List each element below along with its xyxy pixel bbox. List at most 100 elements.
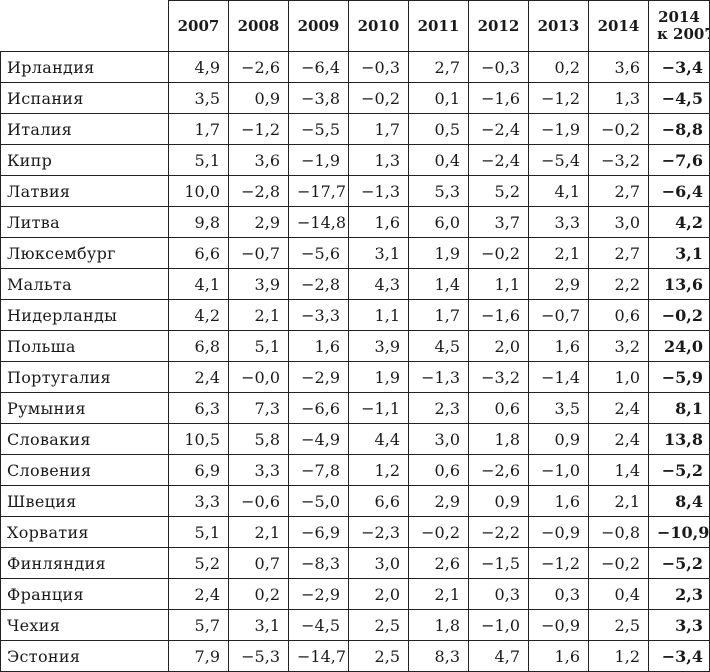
value-cell-2009: −3,3 [288, 299, 349, 331]
total-cell: 13,8 [648, 423, 710, 455]
table-row: Кипр 5,1 3,6 −1,9 1,3 0,4 −2,4 −5,4 −3,2 −7,6 [0, 144, 710, 176]
value-cell-2009: −5,5 [288, 113, 349, 145]
column-header-2014: 2014 [588, 0, 649, 52]
value-cell-2010: 1,9 [348, 361, 409, 393]
country-cell: Италия [0, 113, 169, 145]
value-cell-2012: 5,2 [468, 175, 529, 207]
value-cell-2011: 3,0 [408, 423, 469, 455]
column-header-total-line: к 2007 [657, 25, 710, 43]
value-cell-2011: 8,3 [408, 640, 469, 672]
value-cell-2009: −14,7 [288, 640, 349, 672]
value-cell-2007: 5,7 [168, 609, 229, 641]
country-cell: Румыния [0, 392, 169, 424]
value-cell-2007: 5,1 [168, 144, 229, 176]
value-cell-2011: 4,5 [408, 330, 469, 362]
value-cell-2009: −4,9 [288, 423, 349, 455]
table-row: Хорватия 5,1 2,1 −6,9 −2,3 −0,2 −2,2 −0,9 −0,8 −1… [0, 516, 710, 548]
value-cell-2014: 3,2 [588, 330, 649, 362]
table-row: Испания 3,5 0,9 −3,8 −0,2 0,1 −1,6 −1,2 1,3 −4,5 [0, 82, 710, 114]
value-cell-2014: 2,1 [588, 485, 649, 517]
value-cell-2009: −14,8 [288, 206, 349, 238]
value-cell-2008: 5,1 [228, 330, 289, 362]
value-cell-2007: 7,9 [168, 640, 229, 672]
table-row: Португалия 2,4 −0,0 −2,9 1,9 −1,3 −3,2 −1,4 1,0−… [0, 361, 710, 393]
value-cell-2014: 2,5 [588, 609, 649, 641]
value-cell-2009: −2,9 [288, 361, 349, 393]
value-cell-2008: 3,3 [228, 454, 289, 486]
value-cell-2007: 9,8 [168, 206, 229, 238]
value-cell-2007: 4,1 [168, 268, 229, 300]
value-cell-2007: 10,5 [168, 423, 229, 455]
country-cell: Чехия [0, 609, 169, 641]
table-row: Эстония 7,9 −5,3 −14,7 2,5 8,3 4,7 1,6 1,2 −3,4 [0, 640, 710, 672]
value-cell-2014: 2,7 [588, 237, 649, 269]
value-cell-2013: 3,3 [528, 206, 589, 238]
value-cell-2014: 2,4 [588, 392, 649, 424]
column-header-2009: 2009 [288, 0, 349, 52]
country-cell: Финляндия [0, 547, 169, 579]
value-cell-2012: 1,1 [468, 268, 529, 300]
value-cell-2011: −1,3 [408, 361, 469, 393]
value-cell-2011: 1,9 [408, 237, 469, 269]
value-cell-2010: −1,3 [348, 175, 409, 207]
total-cell: 24,0 [648, 330, 710, 362]
table-row: Швеция 3,3 −0,6 −5,0 6,6 2,9 0,9 1,6 2,1 8,4 [0, 485, 710, 517]
value-cell-2007: 3,3 [168, 485, 229, 517]
value-cell-2007: 6,3 [168, 392, 229, 424]
value-cell-2008: −5,3 [228, 640, 289, 672]
table-row: Латвия 10,0 −2,8 −17,7 −1,3 5,3 5,2 4,1 2,7 −6,4 [0, 175, 710, 207]
value-cell-2011: −0,2 [408, 516, 469, 548]
table-row: Финляндия 5,2 0,7 −8,3 3,0 2,6 −1,5 −1,2 −0,2 −5,… [0, 547, 710, 579]
column-header-2008: 2008 [228, 0, 289, 52]
value-cell-2007: 1,7 [168, 113, 229, 145]
value-cell-2014: 2,2 [588, 268, 649, 300]
country-cell: Мальта [0, 268, 169, 300]
value-cell-2013: 3,5 [528, 392, 589, 424]
country-cell: Литва [0, 206, 169, 238]
value-cell-2012: 1,8 [468, 423, 529, 455]
value-cell-2010: 3,0 [348, 547, 409, 579]
value-cell-2013: 1,6 [528, 640, 589, 672]
value-cell-2010: 3,1 [348, 237, 409, 269]
value-cell-2007: 6,9 [168, 454, 229, 486]
value-cell-2011: 0,5 [408, 113, 469, 145]
value-cell-2012: −1,0 [468, 609, 529, 641]
value-cell-2009: −3,8 [288, 82, 349, 114]
total-cell: 3,3 [648, 609, 710, 641]
total-cell: 4,2 [648, 206, 710, 238]
value-cell-2007: 6,8 [168, 330, 229, 362]
value-cell-2008: −0,7 [228, 237, 289, 269]
value-cell-2014: −0,2 [588, 547, 649, 579]
value-cell-2009: −4,5 [288, 609, 349, 641]
value-cell-2012: −2,6 [468, 454, 529, 486]
value-cell-2008: 2,9 [228, 206, 289, 238]
total-cell: −7,6 [648, 144, 710, 176]
value-cell-2010: −0,2 [348, 82, 409, 114]
value-cell-2012: 2,0 [468, 330, 529, 362]
value-cell-2007: 3,5 [168, 82, 229, 114]
country-cell: Нидерланды [0, 299, 169, 331]
table-body: Ирландия 4,9 −2,6 −6,4 −0,3 2,7 −0,3 0,2 3,6 −3,4… [0, 51, 710, 672]
value-cell-2007: 4,2 [168, 299, 229, 331]
value-cell-2013: 1,6 [528, 330, 589, 362]
value-cell-2013: 0,9 [528, 423, 589, 455]
value-cell-2012: −2,4 [468, 144, 529, 176]
value-cell-2011: 2,6 [408, 547, 469, 579]
column-header-2013: 2013 [528, 0, 589, 52]
value-cell-2011: 1,8 [408, 609, 469, 641]
value-cell-2008: 2,1 [228, 516, 289, 548]
value-cell-2007: 5,1 [168, 516, 229, 548]
table-row: Ирландия 4,9 −2,6 −6,4 −0,3 2,7 −0,3 0,2 3,6 −3,4 [0, 51, 710, 83]
table-row: Румыния 6,3 7,3 −6,6 −1,1 2,3 0,6 3,5 2,4 8,1 [0, 392, 710, 424]
value-cell-2014: −0,8 [588, 516, 649, 548]
value-cell-2014: 1,4 [588, 454, 649, 486]
table-row: Словакия 10,5 5,8 −4,9 4,4 3,0 1,8 0,9 2,4 13,8 [0, 423, 710, 455]
value-cell-2008: 3,6 [228, 144, 289, 176]
value-cell-2013: 2,1 [528, 237, 589, 269]
value-cell-2012: −1,6 [468, 82, 529, 114]
value-cell-2009: −7,8 [288, 454, 349, 486]
value-cell-2009: −5,0 [288, 485, 349, 517]
value-cell-2014: 1,0 [588, 361, 649, 393]
value-cell-2009: −1,9 [288, 144, 349, 176]
total-cell: 8,1 [648, 392, 710, 424]
